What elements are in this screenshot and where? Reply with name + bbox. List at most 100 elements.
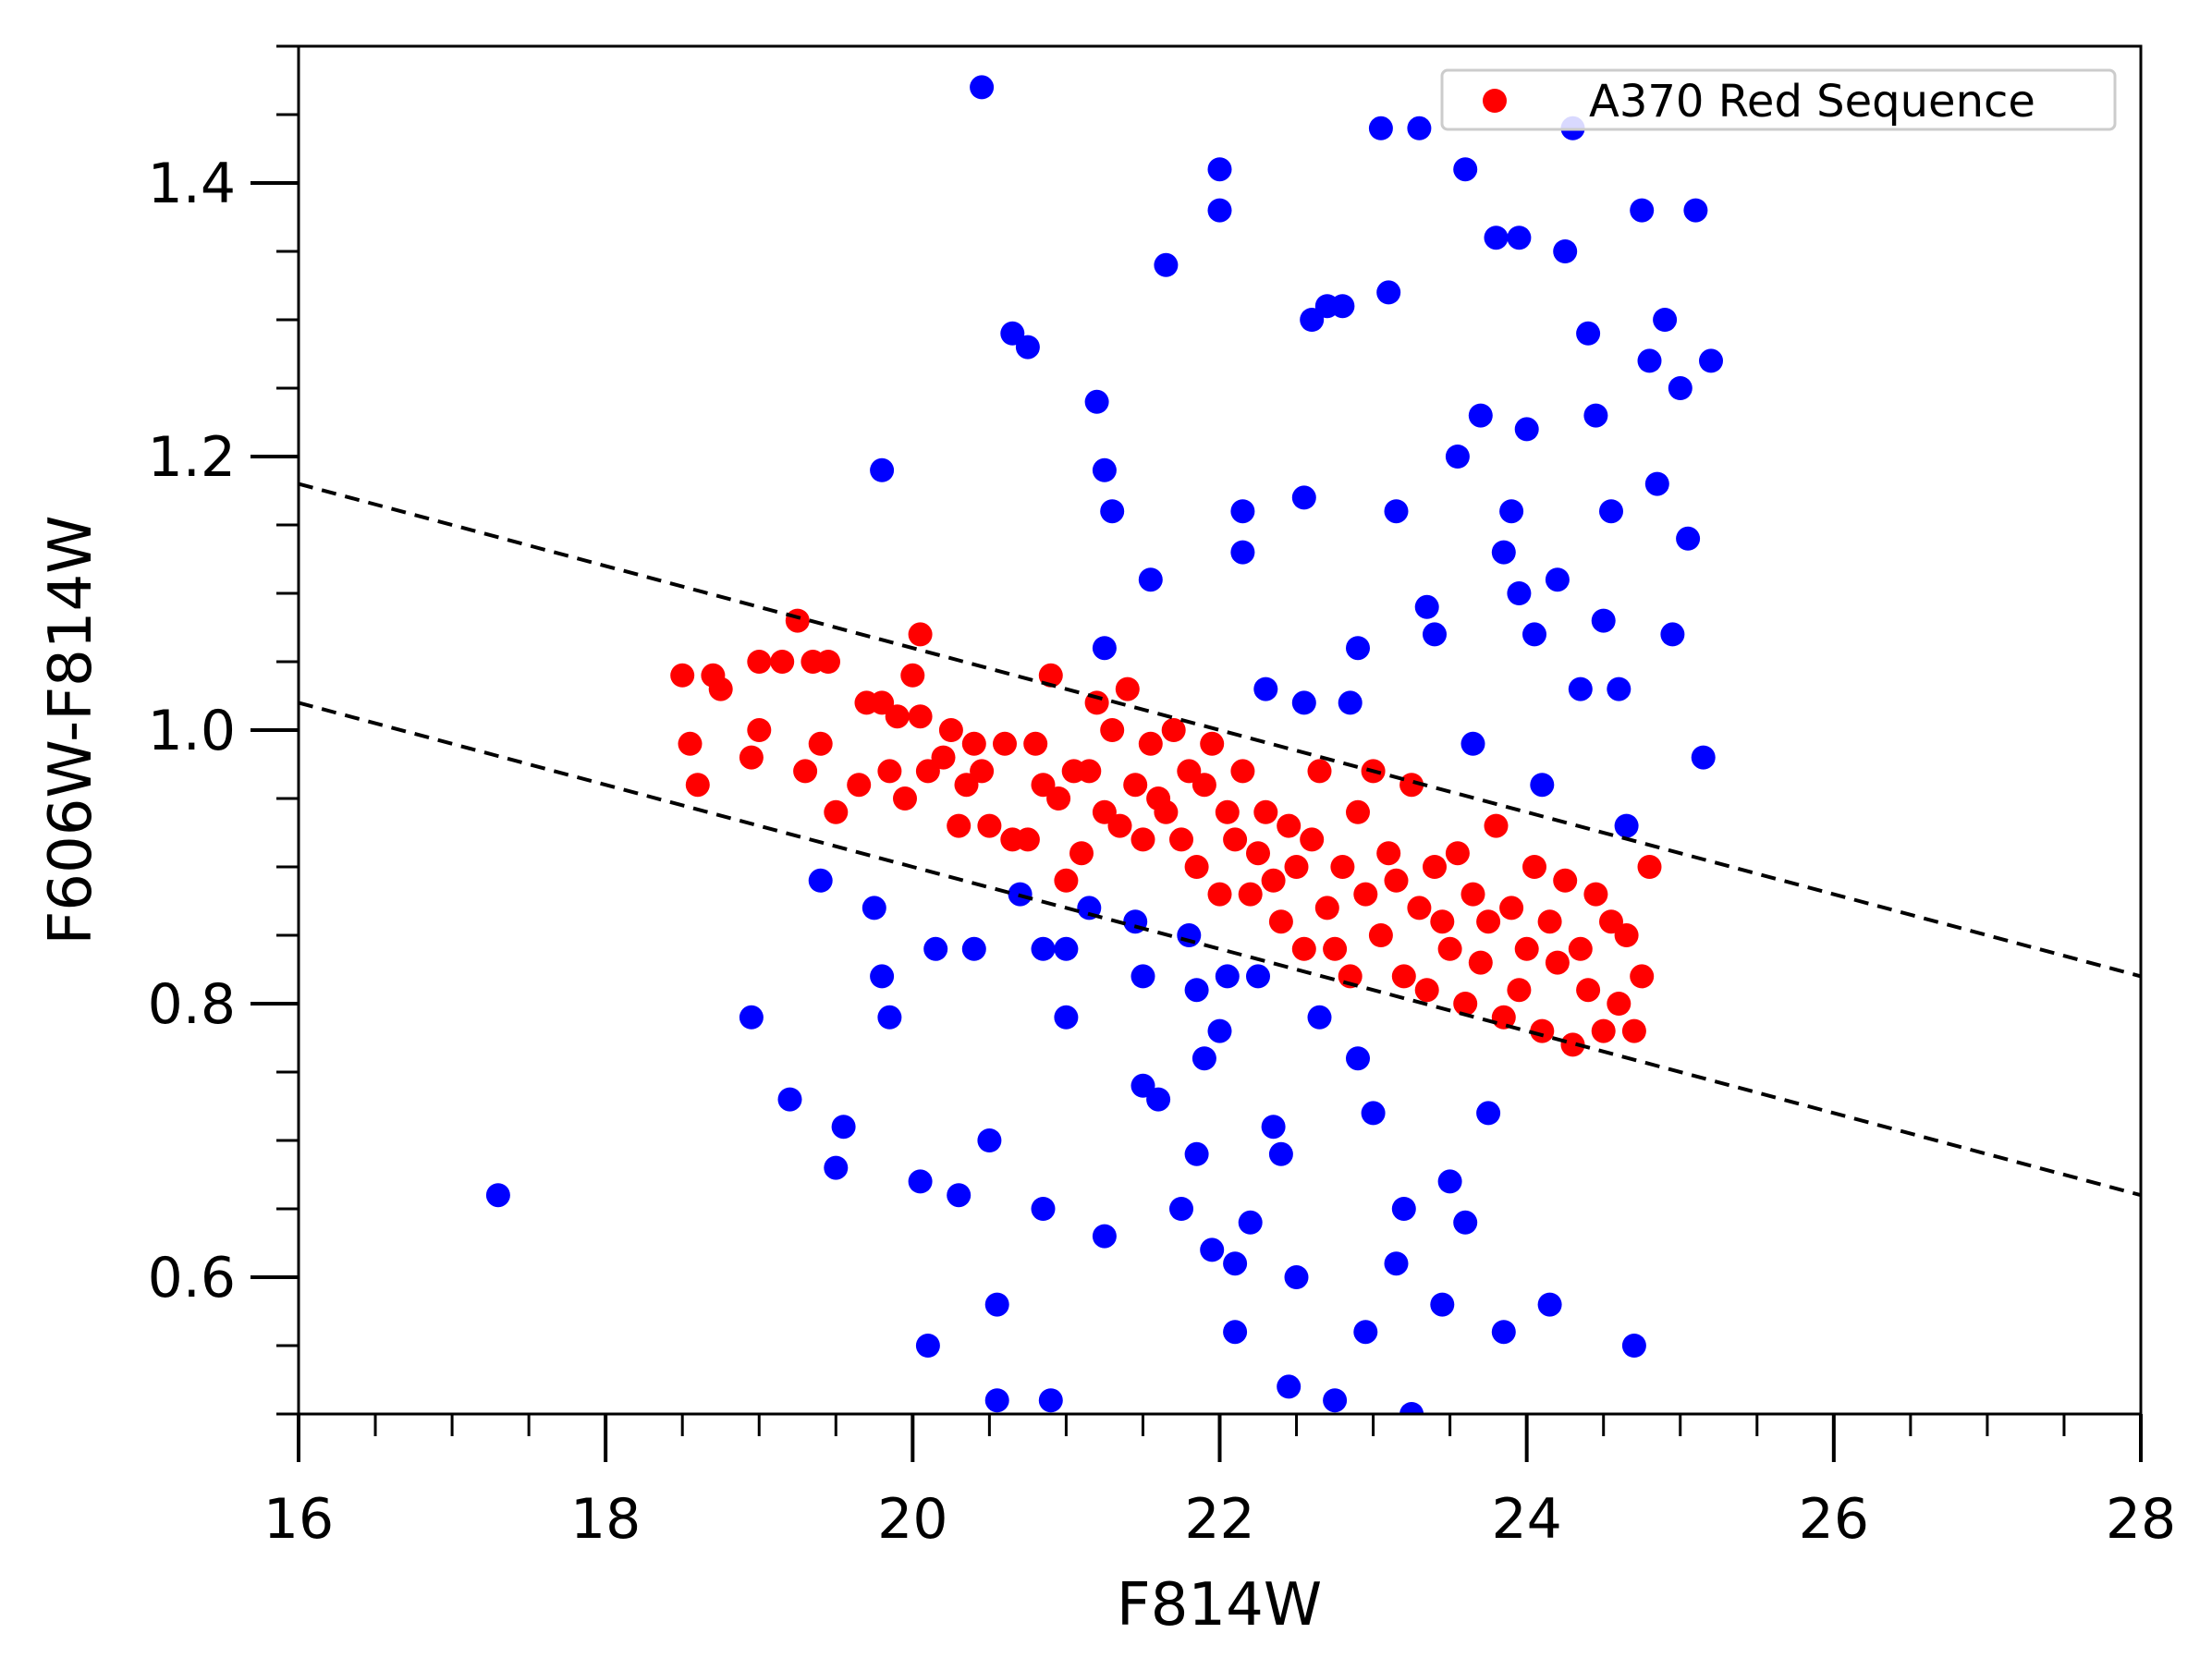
x-tick-label: 28 xyxy=(2106,1487,2176,1552)
red-sequence-point-61 xyxy=(1223,827,1248,852)
blue-point-103 xyxy=(1576,321,1601,346)
blue-point-38 xyxy=(1154,252,1179,277)
blue-point-76 xyxy=(1391,1197,1416,1221)
red-sequence-point-86 xyxy=(1414,978,1439,1003)
red-sequence-point-92 xyxy=(1460,882,1485,907)
red-sequence-point-50 xyxy=(1138,731,1163,756)
red-sequence-point-52 xyxy=(1154,799,1179,824)
blue-point-60 xyxy=(1291,485,1316,510)
blue-point-106 xyxy=(1599,499,1623,524)
blue-point-80 xyxy=(1423,622,1447,647)
blue-point-55 xyxy=(1253,677,1278,701)
blue-point-112 xyxy=(1644,471,1669,496)
blue-point-88 xyxy=(1476,1101,1501,1126)
blue-point-7 xyxy=(862,896,886,920)
blue-point-61 xyxy=(1291,690,1316,715)
blue-point-18 xyxy=(984,1388,1009,1413)
red-sequence-point-81 xyxy=(1376,841,1401,866)
blue-point-98 xyxy=(1537,1292,1562,1317)
blue-point-90 xyxy=(1491,540,1516,565)
blue-point-115 xyxy=(1668,376,1693,400)
legend-label: A370 Red Sequence xyxy=(1589,76,2035,128)
blue-point-14 xyxy=(961,936,986,961)
red-sequence-point-18 xyxy=(877,759,902,784)
blue-point-68 xyxy=(1346,636,1370,661)
red-sequence-point-107 xyxy=(1576,978,1601,1003)
red-sequence-point-108 xyxy=(1583,882,1608,907)
red-sequence-point-88 xyxy=(1430,909,1455,934)
red-sequence-point-17 xyxy=(870,690,895,715)
blue-point-93 xyxy=(1507,226,1532,250)
red-sequence-point-6 xyxy=(747,718,772,742)
red-sequence-point-57 xyxy=(1192,773,1216,798)
blue-point-10 xyxy=(908,1169,933,1194)
red-sequence-point-109 xyxy=(1591,1018,1616,1043)
blue-point-97 xyxy=(1530,773,1555,798)
blue-point-104 xyxy=(1583,403,1608,428)
red-sequence-point-72 xyxy=(1307,759,1332,784)
x-tick-label: 18 xyxy=(570,1487,641,1552)
red-sequence-point-112 xyxy=(1614,923,1639,947)
blue-point-46 xyxy=(1207,198,1232,223)
y-tick-label: 0.8 xyxy=(148,972,236,1037)
red-sequence-point-58 xyxy=(1200,731,1225,756)
blue-point-41 xyxy=(1184,1141,1209,1166)
blue-point-32 xyxy=(1100,499,1125,524)
blue-point-108 xyxy=(1614,813,1639,838)
red-sequence-point-2 xyxy=(685,773,710,798)
red-sequence-point-106 xyxy=(1568,936,1593,961)
blue-point-39 xyxy=(1169,1197,1193,1221)
red-sequence-point-111 xyxy=(1607,992,1632,1016)
blue-point-5 xyxy=(831,1115,856,1140)
red-sequence-point-84 xyxy=(1399,773,1424,798)
red-sequence-point-60 xyxy=(1215,799,1240,824)
blue-point-0 xyxy=(485,1183,510,1208)
red-sequence-point-22 xyxy=(908,622,933,647)
red-sequence-point-93 xyxy=(1468,950,1493,975)
red-sequence-point-8 xyxy=(770,650,795,674)
red-sequence-point-87 xyxy=(1423,855,1447,879)
red-sequence-point-7 xyxy=(747,650,772,674)
red-sequence-point-37 xyxy=(1038,663,1063,688)
blue-point-100 xyxy=(1553,239,1578,263)
red-sequence-point-65 xyxy=(1253,799,1278,824)
blue-point-95 xyxy=(1514,417,1539,442)
blue-point-36 xyxy=(1138,567,1163,592)
red-sequence-point-13 xyxy=(816,650,840,674)
blue-point-16 xyxy=(977,1128,1002,1152)
red-sequence-point-71 xyxy=(1300,827,1325,852)
dashed-boundary-line-1 xyxy=(299,481,2141,979)
y-axis-label: F606W-F814W xyxy=(37,516,105,945)
blue-point-29 xyxy=(1092,457,1117,482)
blue-point-87 xyxy=(1468,403,1493,428)
red-sequence-point-66 xyxy=(1261,868,1286,893)
red-sequence-point-15 xyxy=(847,773,872,798)
red-sequence-point-53 xyxy=(1161,718,1186,742)
blue-point-6 xyxy=(870,457,895,482)
blue-point-57 xyxy=(1268,1141,1293,1166)
red-sequence-point-46 xyxy=(1107,813,1132,838)
dashed-boundary-line-2 xyxy=(299,701,2141,1198)
blue-point-24 xyxy=(1038,1388,1063,1413)
blue-point-54 xyxy=(1246,964,1270,989)
blue-point-107 xyxy=(1607,677,1632,701)
red-sequence-point-75 xyxy=(1330,855,1355,879)
blue-point-37 xyxy=(1146,1087,1171,1112)
blue-point-83 xyxy=(1445,445,1470,469)
blue-point-13 xyxy=(947,1183,972,1208)
blue-point-53 xyxy=(1238,1210,1263,1235)
legend: A370 Red Sequence xyxy=(1440,68,2117,131)
red-sequence-point-29 xyxy=(961,731,986,756)
red-sequence-point-113 xyxy=(1621,1018,1646,1043)
blue-point-117 xyxy=(1683,198,1708,223)
red-sequence-point-21 xyxy=(900,663,925,688)
x-axis-label: F814W xyxy=(1117,1571,1322,1640)
blue-point-65 xyxy=(1323,1388,1348,1413)
blue-point-77 xyxy=(1399,1402,1424,1414)
y-tick-label: 1.0 xyxy=(148,699,236,763)
red-sequence-point-36 xyxy=(1031,773,1056,798)
red-sequence-point-77 xyxy=(1346,799,1370,824)
red-sequence-point-47 xyxy=(1115,677,1140,701)
red-sequence-point-101 xyxy=(1530,1018,1555,1043)
red-sequence-point-95 xyxy=(1484,813,1509,838)
